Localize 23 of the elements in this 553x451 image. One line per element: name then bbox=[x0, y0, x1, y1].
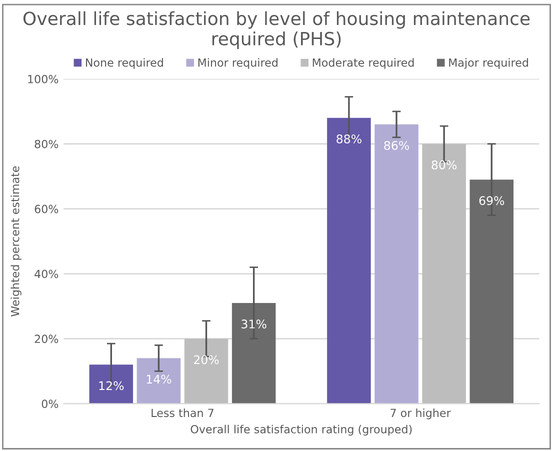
legend-label: Major required bbox=[449, 58, 528, 69]
x-axis-title: Overall life satisfaction rating (grouped) bbox=[190, 424, 412, 436]
data-label: 86% bbox=[384, 140, 409, 150]
y-tick-label: 60% bbox=[34, 204, 58, 214]
y-tick-label: 40% bbox=[34, 270, 58, 278]
data-label: 20% bbox=[194, 355, 219, 364]
data-label: 88% bbox=[336, 134, 362, 144]
data-label: 14% bbox=[146, 374, 172, 384]
y-axis-title: Weighted percent estimate bbox=[10, 166, 22, 316]
chart-title: Overall life satisfaction by level of housing maintenance required (PHS) bbox=[23, 11, 530, 49]
data-label: 69% bbox=[479, 196, 504, 206]
y-tick-label: 100% bbox=[28, 74, 58, 84]
legend-label: Moderate required bbox=[312, 58, 414, 69]
y-tick-label: 80% bbox=[34, 140, 58, 148]
legend-label: None required bbox=[86, 58, 163, 69]
legend-label: Minor required bbox=[198, 58, 278, 69]
x-tick-label: Less than 7 bbox=[152, 408, 214, 418]
data-label: 80% bbox=[432, 160, 457, 170]
y-tick-label: 0% bbox=[42, 400, 58, 408]
data-label: 31% bbox=[242, 320, 266, 328]
data-label: 12% bbox=[99, 381, 124, 390]
x-tick-label: 7 or higher bbox=[390, 408, 451, 420]
y-tick-label: 20% bbox=[34, 334, 58, 344]
